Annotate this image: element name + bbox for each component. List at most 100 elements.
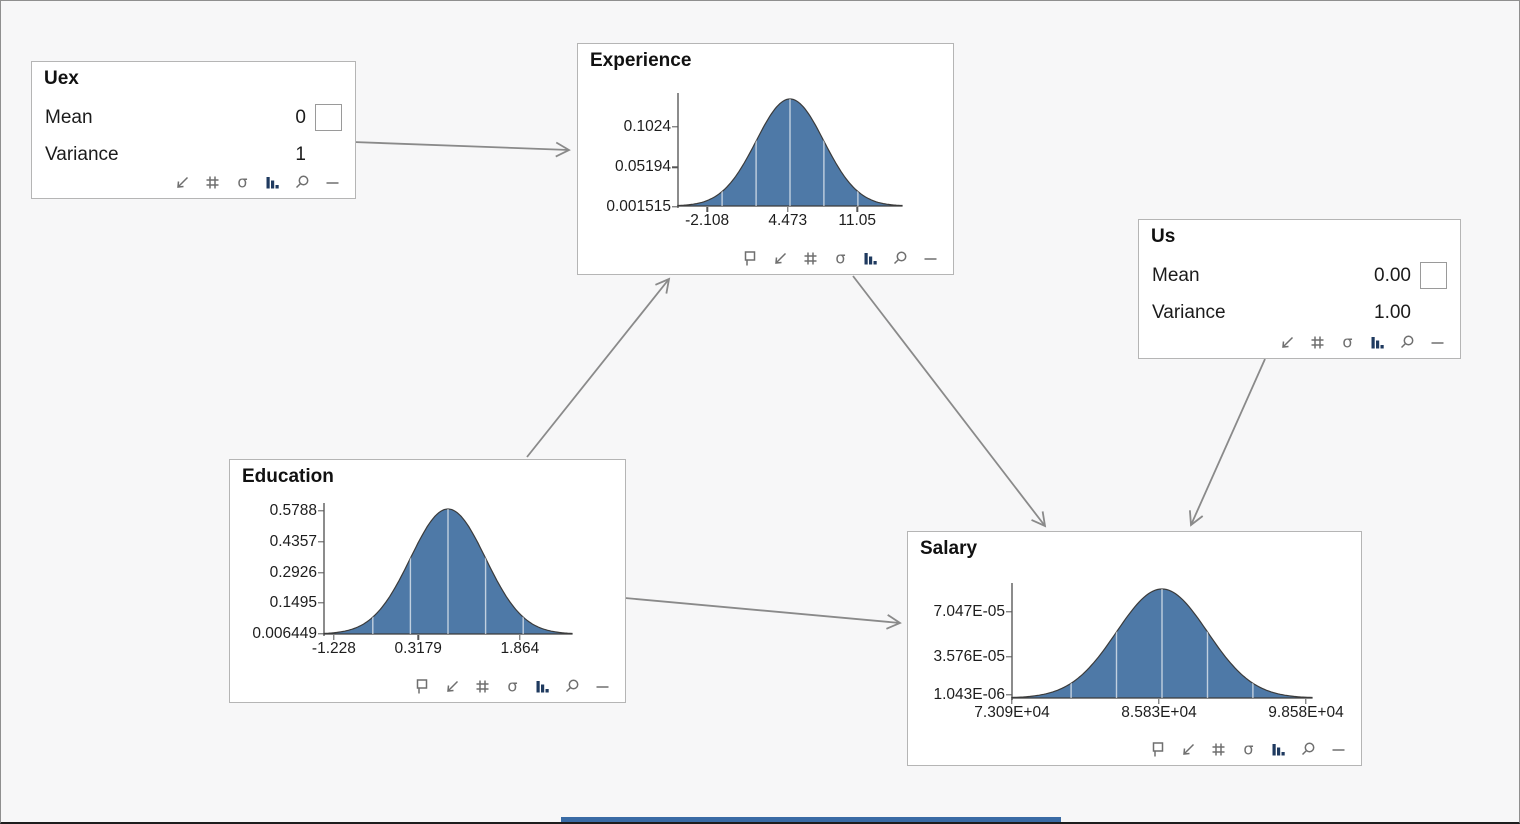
variance-row: Variance 1 <box>45 136 342 173</box>
resize-arrow-icon[interactable] <box>174 174 191 191</box>
histogram-icon[interactable] <box>1270 741 1287 758</box>
grid-icon[interactable] <box>204 174 221 191</box>
y-tick-label: 0.4357 <box>269 532 317 550</box>
x-tick-label: 4.473 <box>768 212 808 229</box>
svg-text:σ: σ <box>507 678 517 695</box>
resize-arrow-icon[interactable] <box>772 250 789 267</box>
y-tick-label: 0.5788 <box>269 501 317 519</box>
y-tick-label: 0.1024 <box>623 117 671 135</box>
flag-icon[interactable] <box>1150 741 1167 758</box>
magnifier-icon[interactable] <box>1399 334 1416 351</box>
magnifier-icon[interactable] <box>892 250 909 267</box>
x-tick-mark <box>856 207 858 212</box>
sigma-icon[interactable]: σ <box>832 250 849 267</box>
node-us[interactable]: Us Mean 0.00 Variance 1.00 σ <box>1138 219 1461 359</box>
node-title: Uex <box>44 68 79 89</box>
y-tick-label: 3.576E-05 <box>933 648 1005 665</box>
density-curve[interactable] <box>677 97 903 207</box>
density-plot[interactable]: 0.1024 0.05194 0.001515 -2.108 4.473 11.05 <box>606 93 903 229</box>
edge-uex-experience[interactable] <box>352 141 571 158</box>
minus-icon[interactable] <box>1429 334 1446 351</box>
svg-text:σ: σ <box>1243 741 1253 758</box>
density-curve[interactable] <box>1011 587 1313 699</box>
parameter-rows: Mean 0.00 Variance 1.00 <box>1152 257 1447 331</box>
x-tick-mark <box>1305 699 1307 704</box>
mean-label: Mean <box>45 106 93 128</box>
magnifier-icon[interactable] <box>564 678 581 695</box>
y-tick-label: 7.047E-05 <box>933 602 1005 620</box>
density-plot[interactable]: 0.5788 0.4357 0.2926 0.1495 0.006449 -1.228 0.… <box>252 502 573 657</box>
x-tick-mark <box>706 207 708 212</box>
sigma-icon[interactable]: σ <box>234 174 251 191</box>
x-tick-mark <box>417 635 419 640</box>
x-tick-label: 9.858E+04 <box>1268 704 1344 721</box>
node-toolbar: σ <box>414 678 611 695</box>
y-tick-label: 0.2926 <box>269 563 317 581</box>
x-tick-mark <box>1158 699 1160 704</box>
minus-icon[interactable] <box>1330 741 1347 758</box>
mean-checkbox[interactable] <box>1420 262 1447 289</box>
magnifier-icon[interactable] <box>1300 741 1317 758</box>
y-tick-label: 0.05194 <box>614 158 671 176</box>
mean-label: Mean <box>1152 264 1200 286</box>
svg-text:σ: σ <box>237 174 247 191</box>
variance-label: Variance <box>45 143 119 165</box>
x-tick-mark <box>333 635 335 640</box>
sigma-icon[interactable]: σ <box>1339 334 1356 351</box>
minus-icon[interactable] <box>324 174 341 191</box>
x-tick-mark <box>787 207 789 212</box>
flag-icon[interactable] <box>414 678 431 695</box>
node-toolbar: σ <box>1150 741 1347 758</box>
grid-icon[interactable] <box>474 678 491 695</box>
grid-icon[interactable] <box>802 250 819 267</box>
edge-education-salary[interactable] <box>624 597 902 630</box>
density-plot[interactable]: 7.047E-05 3.576E-05 1.043E-06 7.309E+04 8.58… <box>933 583 1344 721</box>
x-tick-label: 0.3179 <box>394 640 442 657</box>
edge-education-experience[interactable] <box>526 277 671 458</box>
node-title: Experience <box>590 50 692 71</box>
magnifier-icon[interactable] <box>294 174 311 191</box>
histogram-icon[interactable] <box>1369 334 1386 351</box>
resize-arrow-icon[interactable] <box>1279 334 1296 351</box>
mean-row: Mean 0.00 <box>1152 257 1447 294</box>
node-toolbar: σ <box>1279 334 1446 351</box>
resize-arrow-icon[interactable] <box>1180 741 1197 758</box>
flag-icon[interactable] <box>742 250 759 267</box>
mean-value[interactable]: 0 <box>295 106 306 128</box>
node-title: Education <box>242 466 334 487</box>
variance-value[interactable]: 1 <box>295 143 306 165</box>
node-education[interactable]: Education 0.5788 0.4357 0.2926 0.1495 0.0064… <box>229 459 626 703</box>
variance-value[interactable]: 1.00 <box>1374 301 1411 323</box>
bottom-scrollbar[interactable] <box>561 817 1061 822</box>
node-uex[interactable]: Uex Mean 0 Variance 1 σ <box>31 61 356 199</box>
y-tick-label: 0.001515 <box>606 198 671 215</box>
y-axis-line <box>323 503 325 636</box>
node-toolbar: σ <box>742 250 939 267</box>
density-curve[interactable] <box>323 507 573 635</box>
sigma-icon[interactable]: σ <box>504 678 521 695</box>
mean-checkbox[interactable] <box>315 104 342 131</box>
minus-icon[interactable] <box>594 678 611 695</box>
node-title: Us <box>1151 226 1176 247</box>
node-salary[interactable]: Salary 7.047E-05 3.576E-05 1.043E-06 7.309E… <box>907 531 1362 766</box>
x-tick-label: 7.309E+04 <box>974 704 1050 721</box>
resize-arrow-icon[interactable] <box>444 678 461 695</box>
sigma-icon[interactable]: σ <box>1240 741 1257 758</box>
grid-icon[interactable] <box>1210 741 1227 758</box>
grid-icon[interactable] <box>1309 334 1326 351</box>
minus-icon[interactable] <box>922 250 939 267</box>
histogram-icon[interactable] <box>264 174 281 191</box>
x-tick-label: 1.864 <box>500 640 540 657</box>
edge-experience-salary[interactable] <box>852 275 1047 528</box>
edge-us-salary[interactable] <box>1189 358 1266 527</box>
y-tick-label: 1.043E-06 <box>933 685 1005 703</box>
histogram-icon[interactable] <box>534 678 551 695</box>
histogram-icon[interactable] <box>862 250 879 267</box>
variance-row: Variance 1.00 <box>1152 294 1447 331</box>
x-tick-label: -1.228 <box>311 640 356 657</box>
y-tick-label: 0.006449 <box>252 624 317 642</box>
y-tick-label: 0.1495 <box>269 594 317 611</box>
mean-value[interactable]: 0.00 <box>1374 264 1411 286</box>
node-experience[interactable]: Experience 0.1024 0.05194 0.001515 -2.108 4.… <box>577 43 954 275</box>
